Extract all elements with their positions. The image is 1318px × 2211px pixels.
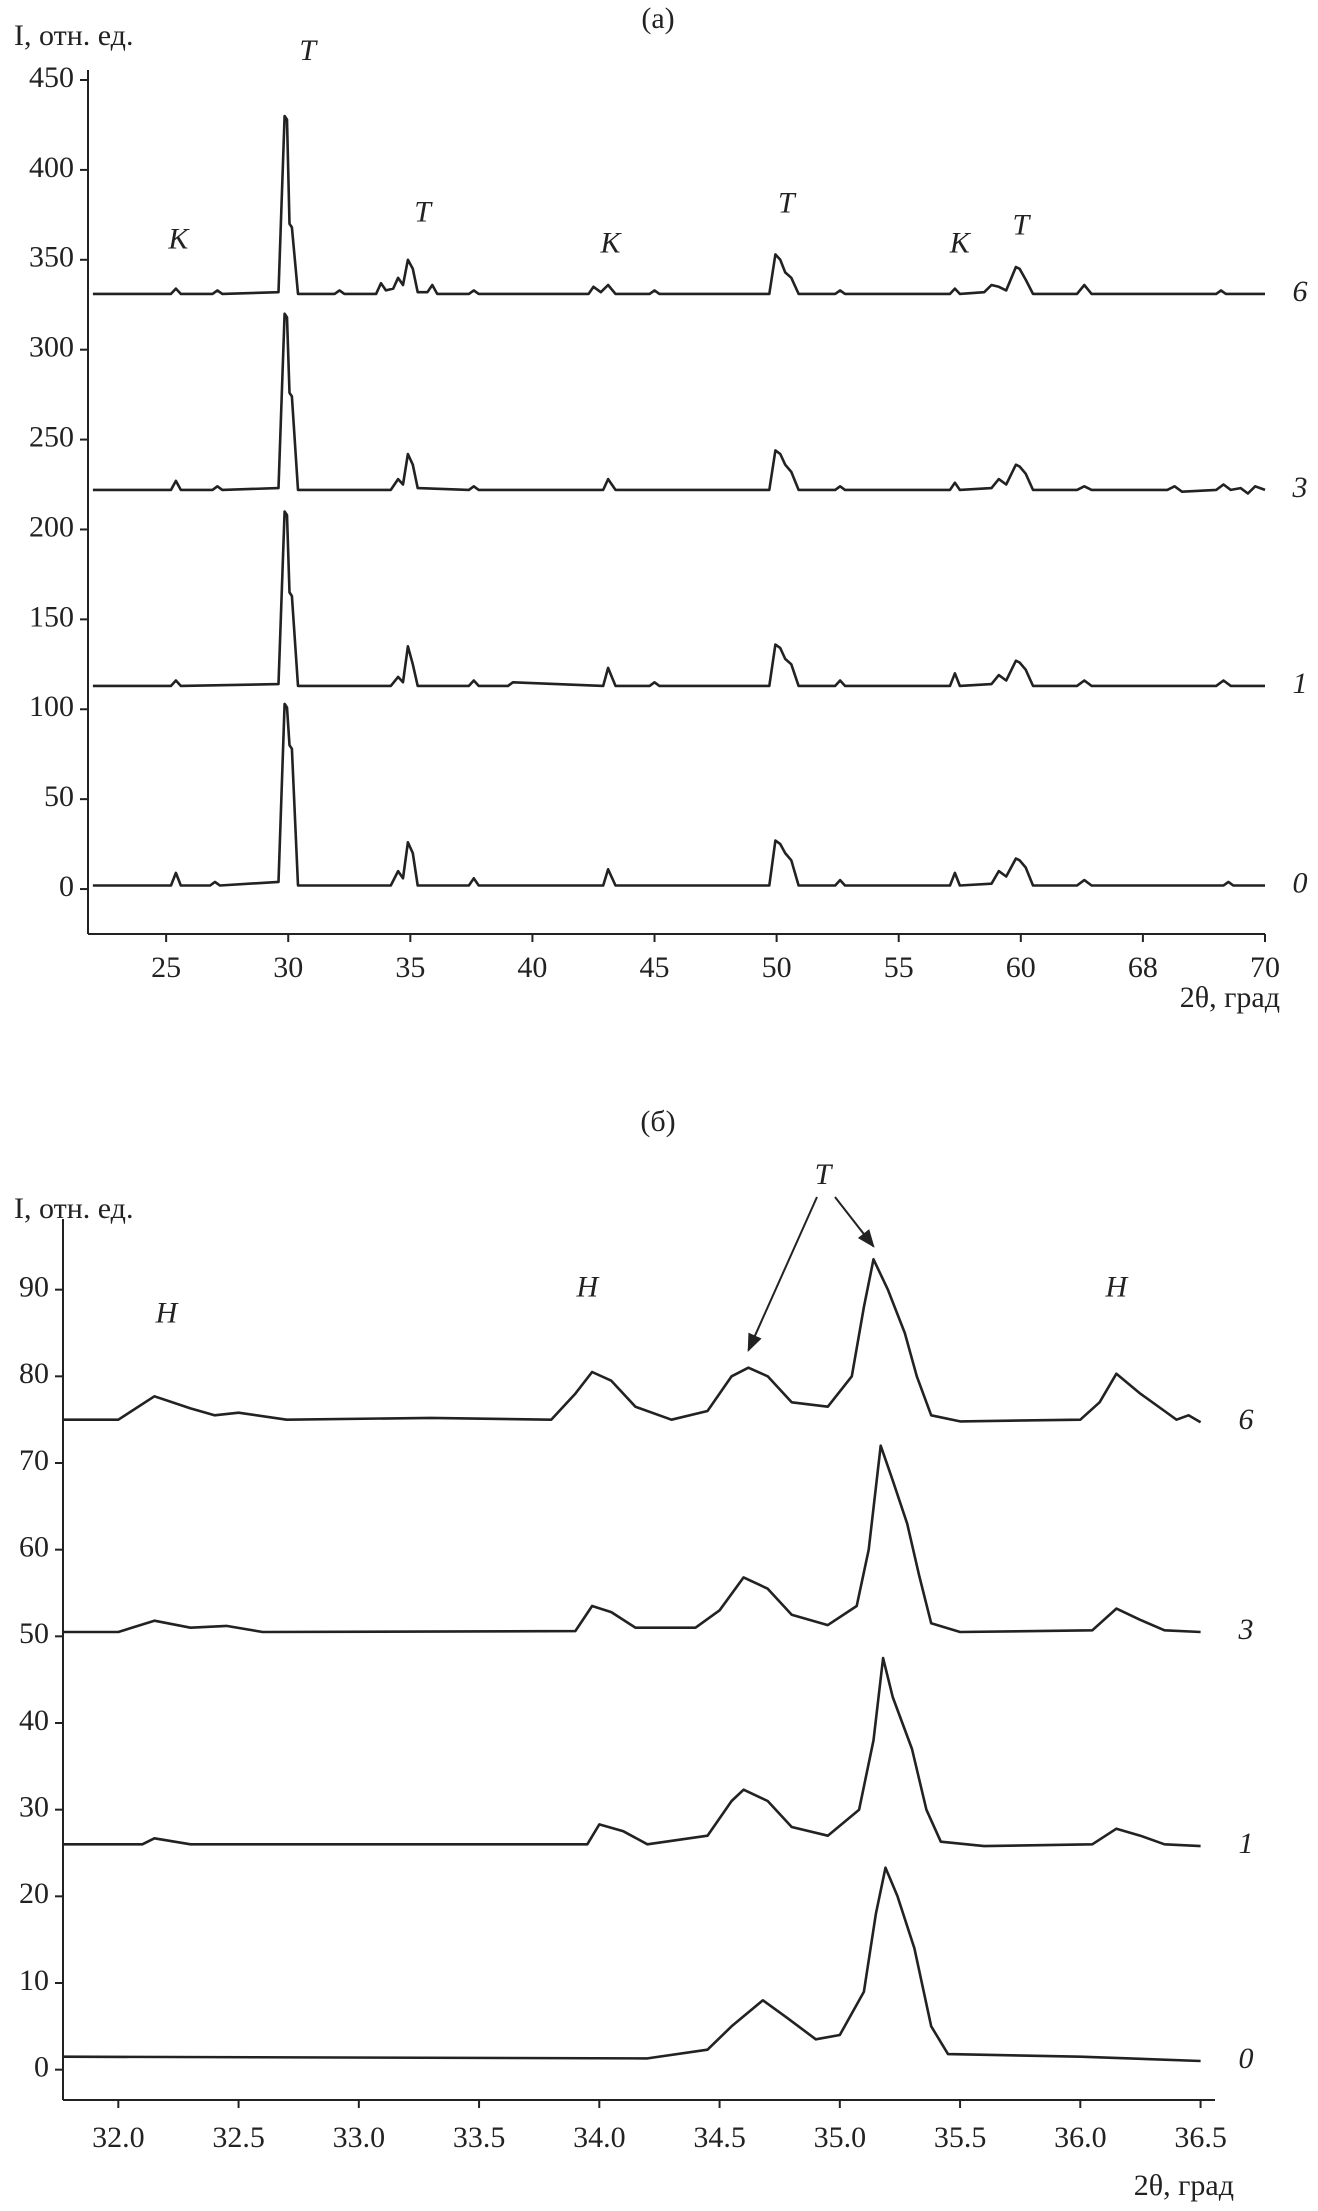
curve-label: 3 [1292,471,1308,504]
curve-label: 1 [1239,1827,1254,1860]
xrd-curve [63,1258,1202,1424]
x-tick-label: 33.5 [453,2121,506,2154]
x-tick-label: 60 [1006,951,1036,984]
arrow [747,1196,818,1352]
curve-label: 0 [1239,2042,1254,2075]
y-tick-label: 450 [29,61,74,94]
xrd-curve [63,1656,1201,1848]
y-tick-label: 50 [19,1617,49,1650]
peak-label: H [575,1271,600,1304]
y-axis-label: I, отн. ед. [14,1192,133,1225]
y-tick-label: 150 [29,600,74,633]
y-tick-label: 10 [19,1964,49,1997]
y-tick-label: 90 [19,1271,49,1304]
y-tick-label: 0 [34,2051,49,2084]
y-tick-label: 250 [29,420,74,453]
x-axis-label: 2θ, град [1134,2169,1234,2202]
peak-label: K [167,223,190,256]
peak-label: T [1012,208,1031,241]
x-tick-label: 35 [395,951,425,984]
y-tick-label: 80 [19,1357,49,1390]
x-tick-label: 30 [273,951,303,984]
y-tick-label: 50 [44,780,74,813]
y-tick-label: 0 [59,870,74,903]
y-tick-label: 20 [19,1877,49,1910]
x-tick-label: 34.5 [693,2121,746,2154]
curve-label: 0 [1293,866,1308,899]
x-tick-label: 36.5 [1174,2121,1227,2154]
panel-title: (а) [641,2,674,35]
x-tick-label: 34.0 [573,2121,626,2154]
curve-label: 6 [1293,275,1308,308]
peak-label: T [299,34,318,67]
x-tick-label: 55 [884,951,914,984]
x-tick-label: 25 [151,951,181,984]
curve-label: 3 [1238,1613,1254,1646]
x-tick-label: 45 [640,951,670,984]
peak-label: T [414,196,433,229]
arrow [834,1196,875,1248]
peak-label: T [815,1158,834,1191]
peak-label: K [600,226,623,259]
peak-label: H [155,1297,180,1330]
xrd-curve [92,702,1265,887]
x-tick-label: 33.0 [333,2121,386,2154]
x-tick-label: 50 [762,951,792,984]
xrd-curve [63,1444,1201,1634]
xrd-curve [92,510,1265,688]
y-tick-label: 200 [29,510,74,543]
x-tick-label: 68 [1128,951,1158,984]
x-tick-label: 70 [1250,951,1280,984]
curve-label: 1 [1293,667,1308,700]
y-tick-label: 60 [19,1531,49,1564]
peak-label: K [949,226,972,259]
x-tick-label: 35.5 [934,2121,987,2154]
panel-title: (б) [640,1105,675,1138]
x-axis-label: 2θ, град [1180,981,1280,1014]
y-tick-label: 100 [29,690,74,723]
y-tick-label: 70 [19,1444,49,1477]
xrd-curve [62,1866,1201,2063]
y-tick-label: 40 [19,1704,49,1737]
peak-label: T [778,187,797,220]
x-tick-label: 32.0 [92,2121,145,2154]
x-tick-label: 36.0 [1054,2121,1107,2154]
y-tick-label: 350 [29,241,74,274]
x-tick-label: 35.0 [814,2121,867,2154]
x-tick-label: 32.5 [212,2121,265,2154]
x-tick-label: 40 [517,951,547,984]
y-tick-label: 300 [29,331,74,364]
peak-label: H [1105,1271,1130,1304]
xrd-curve [92,114,1265,296]
y-tick-label: 30 [19,1791,49,1824]
curve-label: 6 [1239,1403,1254,1436]
y-tick-label: 400 [29,151,74,184]
xrd-curve [92,312,1266,495]
y-axis-label: I, отн. ед. [14,19,133,52]
